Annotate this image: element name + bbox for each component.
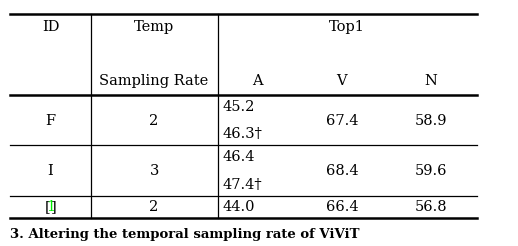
Text: 47.4†: 47.4† [223,178,262,191]
Text: 68.4: 68.4 [326,164,358,178]
Text: A: A [252,74,263,88]
Text: Sampling Rate: Sampling Rate [99,74,209,88]
Text: 66.4: 66.4 [326,200,358,214]
Text: Temp: Temp [134,20,174,34]
Text: ID: ID [42,20,59,34]
Text: [: [ [45,200,50,214]
Text: 46.3†: 46.3† [223,127,263,141]
Text: 56.8: 56.8 [415,200,448,214]
Text: 59.6: 59.6 [415,164,448,178]
Text: Top1: Top1 [329,20,365,34]
Text: 67.4: 67.4 [326,114,358,127]
Text: 46.4: 46.4 [223,151,255,164]
Text: N: N [425,74,438,88]
Text: 2: 2 [150,114,159,127]
Text: ]: ] [50,200,56,214]
Text: V: V [337,74,347,88]
Text: 2: 2 [150,200,159,214]
Text: 45.2: 45.2 [223,100,255,114]
Text: 44.0: 44.0 [223,200,255,214]
Text: 58.9: 58.9 [415,114,448,127]
Text: I: I [48,164,53,178]
Text: 3: 3 [149,164,159,178]
Text: F: F [46,114,55,127]
Text: 1: 1 [46,200,55,214]
Text: 3. Altering the temporal sampling rate of ViViT: 3. Altering the temporal sampling rate o… [10,228,360,241]
